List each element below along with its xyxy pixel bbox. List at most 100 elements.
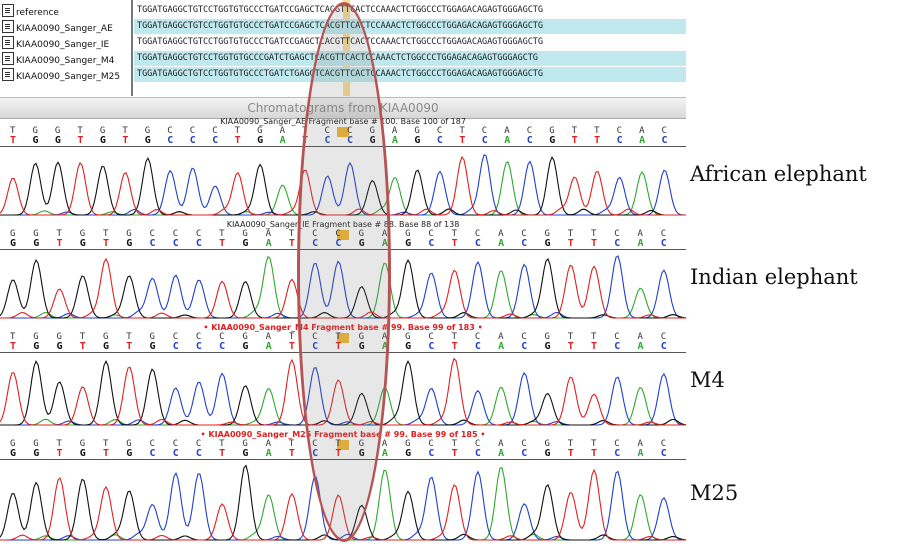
base-call: C [521, 238, 528, 249]
base-call: A [498, 341, 505, 352]
reference-base: T [591, 439, 597, 449]
reference-base: T [288, 229, 295, 239]
reference-base: T [288, 332, 295, 342]
reference-base: C [474, 229, 481, 239]
reference-base: C [195, 332, 202, 342]
base-call: G [126, 448, 133, 459]
reference-base: G [79, 439, 86, 449]
reference-base: T [451, 439, 457, 449]
base-call: T [288, 448, 295, 459]
base-call: T [126, 341, 133, 352]
base-call: C [660, 238, 667, 249]
base-call: C [614, 238, 621, 249]
reference-base: T [567, 439, 574, 449]
name-divider[interactable] [131, 0, 133, 96]
reference-base: C [195, 229, 202, 239]
base-call: C [614, 448, 621, 459]
reference-base: C [428, 229, 434, 239]
row-sequence: TGGATGAGGCTGTCCTGGTGTGCCCGATCTGAGCTCACGT… [134, 51, 686, 66]
reference-base: G [144, 126, 151, 136]
reference-base: C [189, 126, 196, 136]
reference-base: G [54, 126, 61, 136]
base-call: C [219, 341, 226, 352]
reference-base: G [33, 229, 39, 239]
snp-highlight-oval [297, 2, 391, 542]
base-call: G [257, 135, 264, 146]
row-name: reference [16, 8, 59, 18]
base-call: T [79, 341, 86, 352]
base-call: G [544, 341, 551, 352]
reference-base: C [526, 126, 533, 136]
base-call: T [567, 238, 574, 249]
reference-base: C [172, 229, 179, 239]
base-call: C [428, 448, 435, 459]
base-call: T [288, 238, 295, 249]
reference-base: A [637, 229, 643, 239]
row-sequence: TGGATGAGGCTGTCCTGGTGTGCCCTGATCCGAGCTCACG… [134, 19, 686, 34]
reference-base: C [195, 439, 202, 449]
reference-base: G [549, 126, 555, 136]
base-call: T [56, 238, 63, 249]
reference-base: G [102, 332, 109, 342]
base-call: C [616, 135, 623, 146]
base-call: A [498, 448, 505, 459]
reference-base: G [10, 439, 16, 449]
row-name: KIAA0090_Sanger_AE [16, 24, 113, 34]
base-call: C [436, 135, 443, 146]
base-call: T [591, 341, 598, 352]
reference-base: T [10, 126, 16, 136]
base-call: A [265, 341, 272, 352]
base-call: T [591, 448, 598, 459]
reference-base: T [288, 439, 295, 449]
base-call: G [10, 448, 17, 459]
reference-base: T [79, 332, 86, 342]
base-call: T [288, 341, 295, 352]
reference-base: G [414, 126, 420, 136]
base-call: T [219, 448, 226, 459]
base-call: C [526, 135, 533, 146]
reference-base: T [10, 332, 16, 342]
base-call: G [102, 341, 109, 352]
reference-base: G [242, 332, 248, 342]
reference-base: C [521, 229, 527, 239]
reference-base: T [451, 332, 457, 342]
reference-base: G [257, 126, 263, 136]
reference-base: C [660, 229, 667, 239]
reference-base: G [33, 439, 39, 449]
reference-base: T [219, 229, 225, 239]
reference-base: T [591, 229, 597, 239]
reference-base: G [405, 332, 411, 342]
reference-base: T [591, 332, 597, 342]
document-icon [2, 20, 14, 33]
base-call: C [149, 448, 156, 459]
base-call: A [639, 135, 646, 146]
reference-base: C [149, 229, 155, 239]
base-call: T [102, 238, 109, 249]
base-call: G [144, 135, 151, 146]
base-call: C [172, 341, 179, 352]
reference-base: T [594, 126, 600, 136]
reference-base: C [661, 126, 667, 136]
base-call: T [567, 341, 574, 352]
reference-base: A [504, 126, 510, 136]
reference-base: G [33, 332, 39, 342]
base-call: C [481, 135, 488, 146]
reference-base: C [481, 126, 488, 136]
base-call: C [521, 341, 528, 352]
base-call: G [405, 448, 412, 459]
reference-base: C [660, 332, 667, 342]
base-call: C [172, 448, 179, 459]
reference-base: A [498, 439, 504, 449]
base-call: G [79, 448, 86, 459]
base-call: G [405, 238, 412, 249]
base-call: C [660, 341, 667, 352]
reference-base: G [56, 332, 62, 342]
document-icon [2, 68, 14, 81]
document-icon [2, 52, 14, 65]
reference-base: A [637, 332, 643, 342]
reference-base: C [660, 439, 667, 449]
reference-base: C [521, 332, 527, 342]
reference-base: G [126, 229, 132, 239]
reference-base: C [614, 332, 620, 342]
reference-base: G [405, 439, 411, 449]
